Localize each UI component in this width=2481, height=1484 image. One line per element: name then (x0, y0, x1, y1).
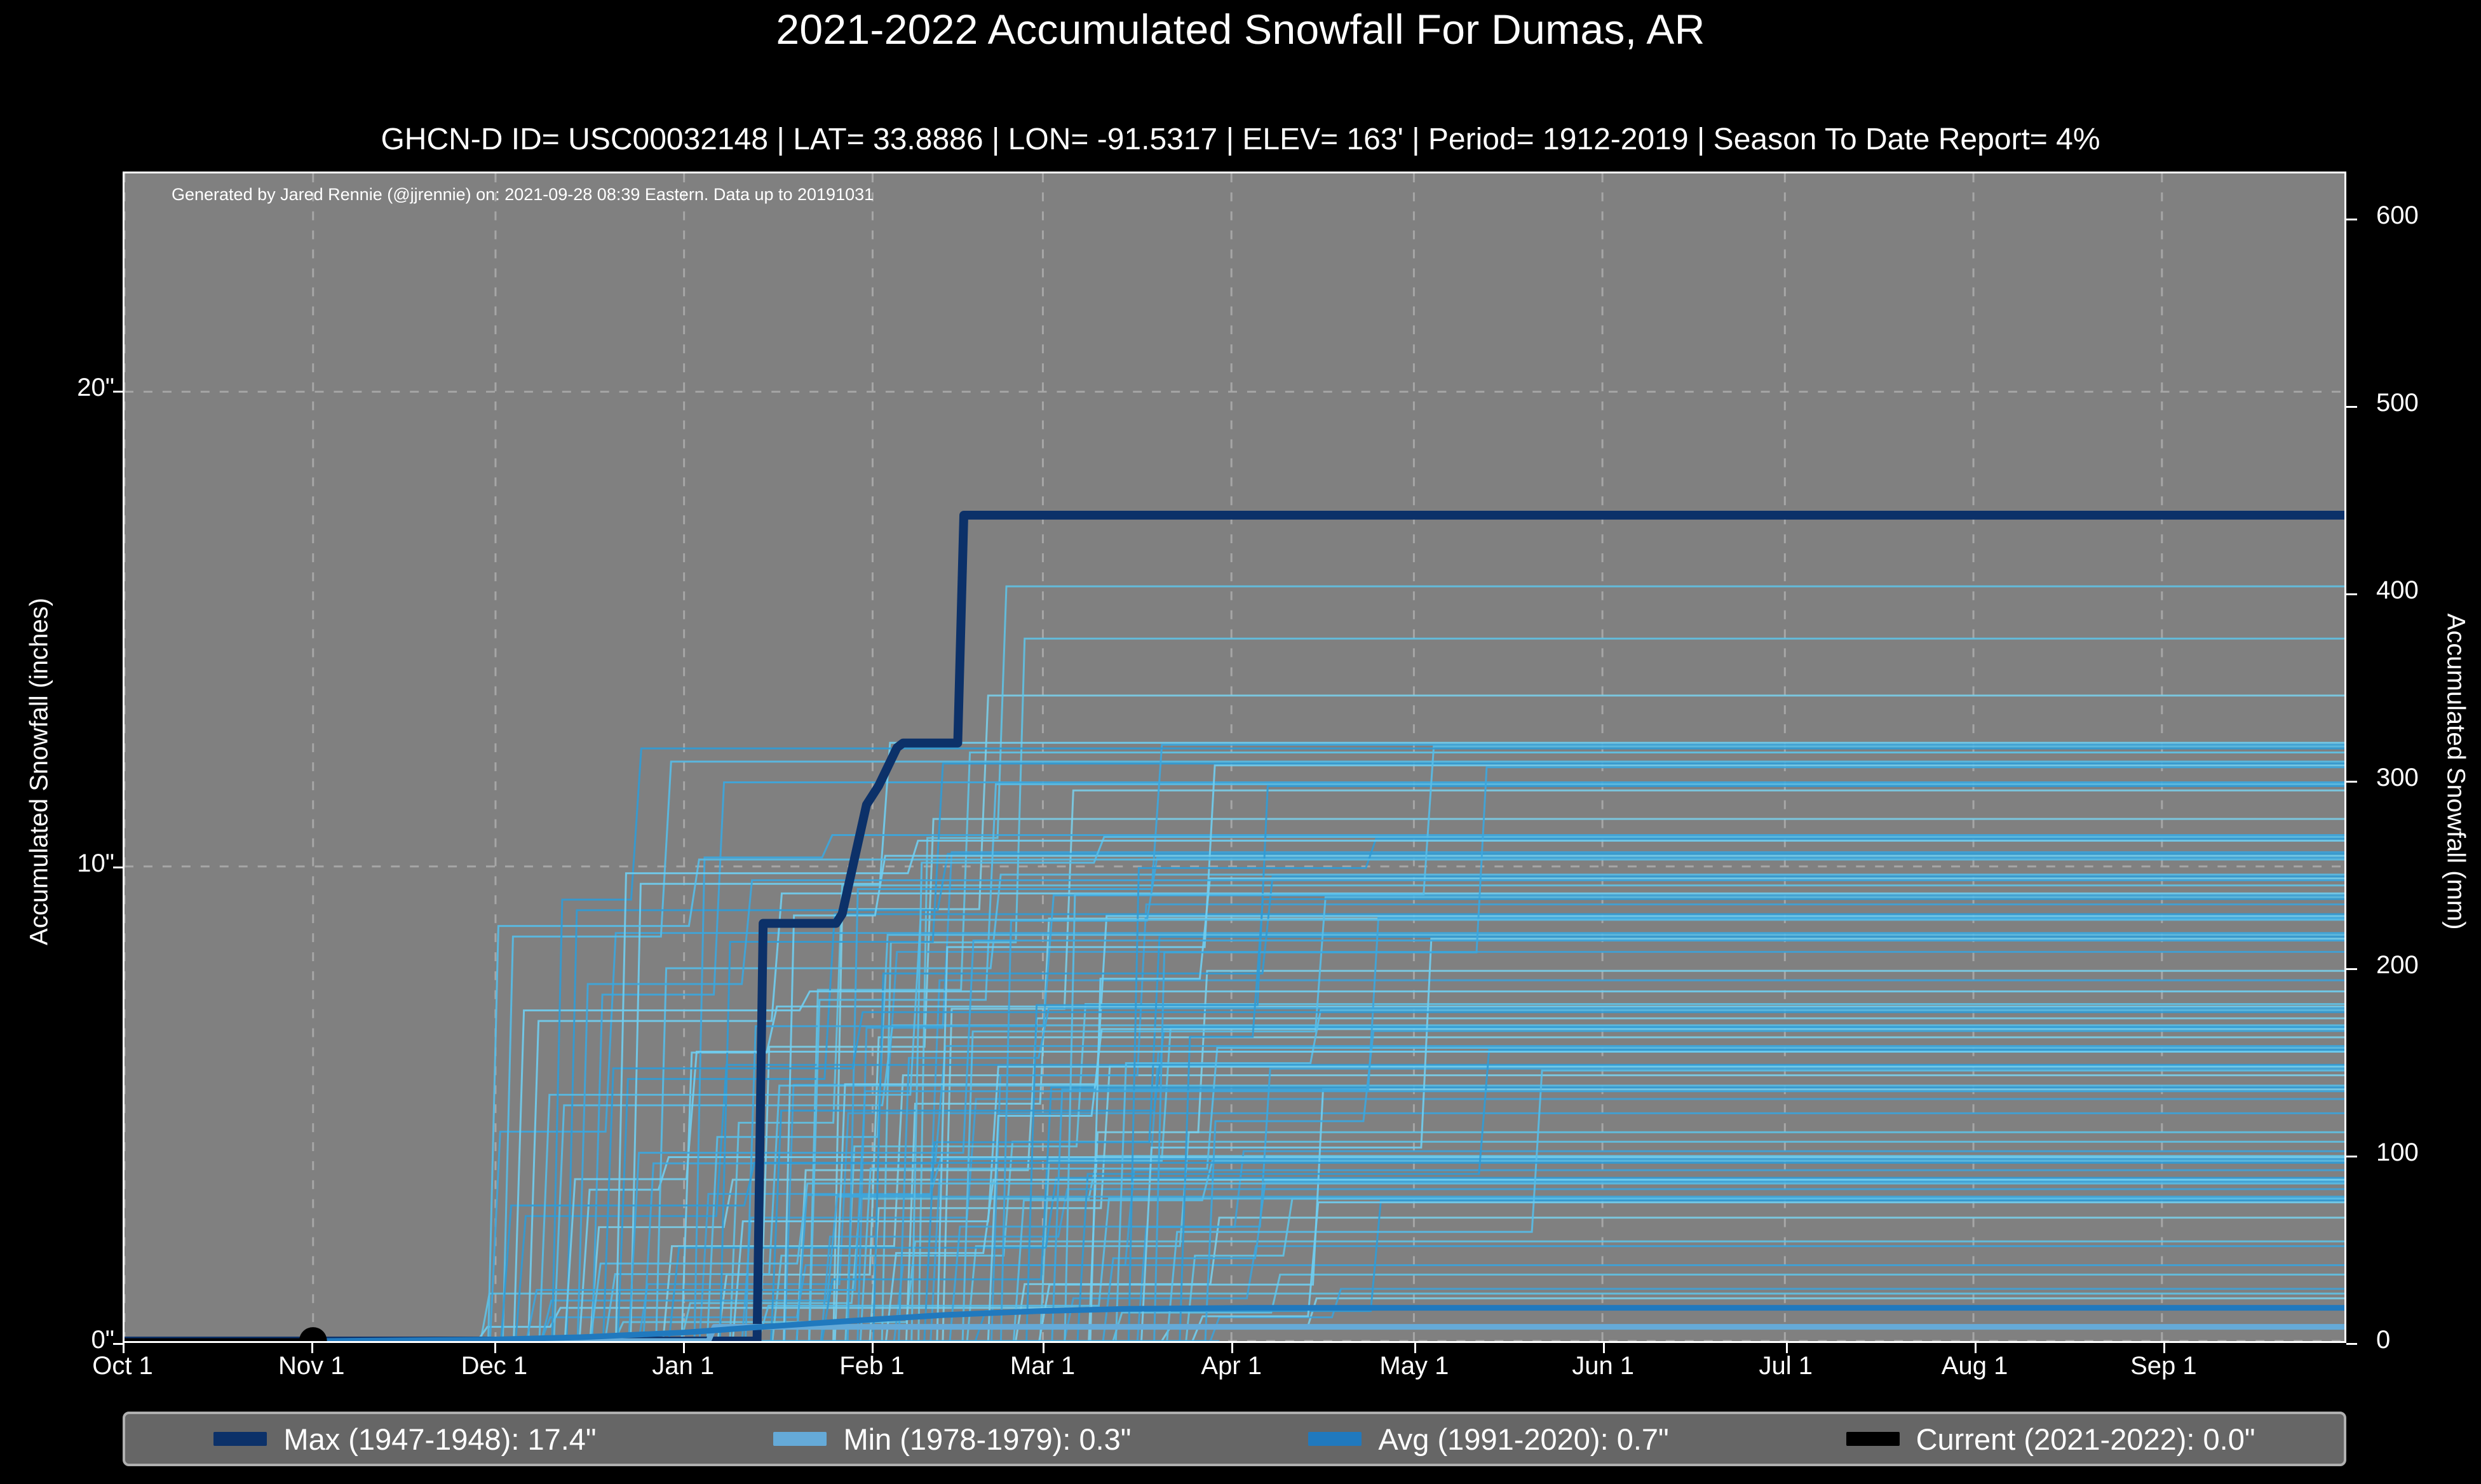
legend-label-current: Current (2021-2022): 0.0" (1916, 1422, 2255, 1456)
x-tick-jun-1: Jun 1 (1572, 1352, 1635, 1380)
y-tickmark-right-500 (2346, 405, 2357, 408)
y-tick-right-0: 0 (2376, 1326, 2391, 1354)
x-tickmark-7 (1414, 1343, 1416, 1353)
plot-area: Generated by Jared Rennie (@jjrennie) on… (123, 172, 2346, 1343)
x-tick-apr-1: Apr 1 (1201, 1352, 1262, 1380)
y-tickmark-left-10 (113, 867, 123, 869)
y-tick-right-200: 200 (2376, 950, 2419, 979)
series-lines (125, 510, 2344, 1341)
x-tick-jul-1: Jul 1 (1759, 1352, 1813, 1380)
x-tickmark-10 (1975, 1343, 1977, 1353)
x-tickmark-0 (123, 1343, 125, 1353)
x-tick-sep-1: Sep 1 (2130, 1352, 2197, 1380)
x-tickmark-3 (683, 1343, 686, 1353)
y-tick-left-10: 10" (77, 849, 114, 878)
y-tick-left-0: 0" (91, 1326, 114, 1354)
y-tickmark-right-0 (2346, 1343, 2357, 1345)
x-tickmark-11 (2163, 1343, 2166, 1353)
legend-item-min[interactable]: Min (1978-1979): 0.3" (773, 1422, 1131, 1457)
chart-legend: Max (1947-1948): 17.4" Min (1978-1979): 0… (123, 1412, 2346, 1466)
y-tickmark-left-0 (113, 1343, 123, 1345)
x-tickmark-1 (311, 1343, 314, 1353)
chart-subtitle: GHCN-D ID= USC00032148 | LAT= 33.8886 | … (381, 123, 2100, 156)
legend-item-avg[interactable]: Avg (1991-2020): 0.7" (1308, 1422, 1669, 1457)
x-tick-may-1: May 1 (1379, 1352, 1449, 1380)
legend-swatch-max-icon (213, 1432, 267, 1446)
legend-swatch-min-icon (773, 1432, 827, 1446)
snowfall-chart-canvas (125, 173, 2344, 1341)
x-tick-dec-1: Dec 1 (461, 1352, 528, 1380)
y-tick-left-20: 20" (77, 373, 114, 401)
legend-swatch-current-icon (1846, 1432, 1900, 1446)
x-tick-aug-1: Aug 1 (1941, 1352, 2008, 1380)
x-tickmark-4 (872, 1343, 874, 1353)
y-tickmark-right-600 (2346, 218, 2357, 220)
legend-label-min: Min (1978-1979): 0.3" (843, 1422, 1132, 1456)
y-axis-left-title: Accumulated Snowfall (inches) (25, 598, 53, 945)
y-tickmark-right-100 (2346, 1155, 2357, 1157)
y-tickmark-right-200 (2346, 968, 2357, 970)
legend-item-max[interactable]: Max (1947-1948): 17.4" (213, 1422, 597, 1457)
y-tickmark-left-20 (113, 390, 123, 393)
x-tickmark-2 (494, 1343, 496, 1353)
y-axis-right-title: Accumulated Snowfall (mm) (2442, 613, 2470, 930)
history-traces (125, 585, 2344, 1341)
y-tick-right-100: 100 (2376, 1138, 2419, 1166)
x-tickmark-6 (1231, 1343, 1234, 1353)
legend-swatch-avg-icon (1308, 1432, 1362, 1446)
legend-item-current[interactable]: Current (2021-2022): 0.0" (1846, 1422, 2255, 1457)
y-tick-right-300: 300 (2376, 763, 2419, 792)
x-tickmark-8 (1603, 1343, 1606, 1353)
legend-label-max: Max (1947-1948): 17.4" (283, 1422, 597, 1456)
y-tickmark-right-400 (2346, 593, 2357, 595)
generated-by-annotation: Generated by Jared Rennie (@jjrennie) on… (172, 185, 874, 204)
y-tickmark-right-300 (2346, 780, 2357, 783)
y-tick-right-500: 500 (2376, 388, 2419, 417)
legend-label-avg: Avg (1991-2020): 0.7" (1378, 1422, 1669, 1456)
y-tick-right-400: 400 (2376, 576, 2419, 604)
y-tick-right-600: 600 (2376, 201, 2419, 229)
x-tick-oct-1: Oct 1 (92, 1352, 153, 1380)
x-tick-jan-1: Jan 1 (652, 1352, 715, 1380)
x-tick-nov-1: Nov 1 (278, 1352, 345, 1380)
x-tick-mar-1: Mar 1 (1010, 1352, 1076, 1380)
x-tick-feb-1: Feb 1 (839, 1352, 905, 1380)
x-tickmark-9 (1785, 1343, 1788, 1353)
page-title: 2021-2022 Accumulated Snowfall For Dumas… (776, 6, 1705, 53)
x-tickmark-5 (1042, 1343, 1044, 1353)
grid-lines (125, 173, 2344, 1341)
